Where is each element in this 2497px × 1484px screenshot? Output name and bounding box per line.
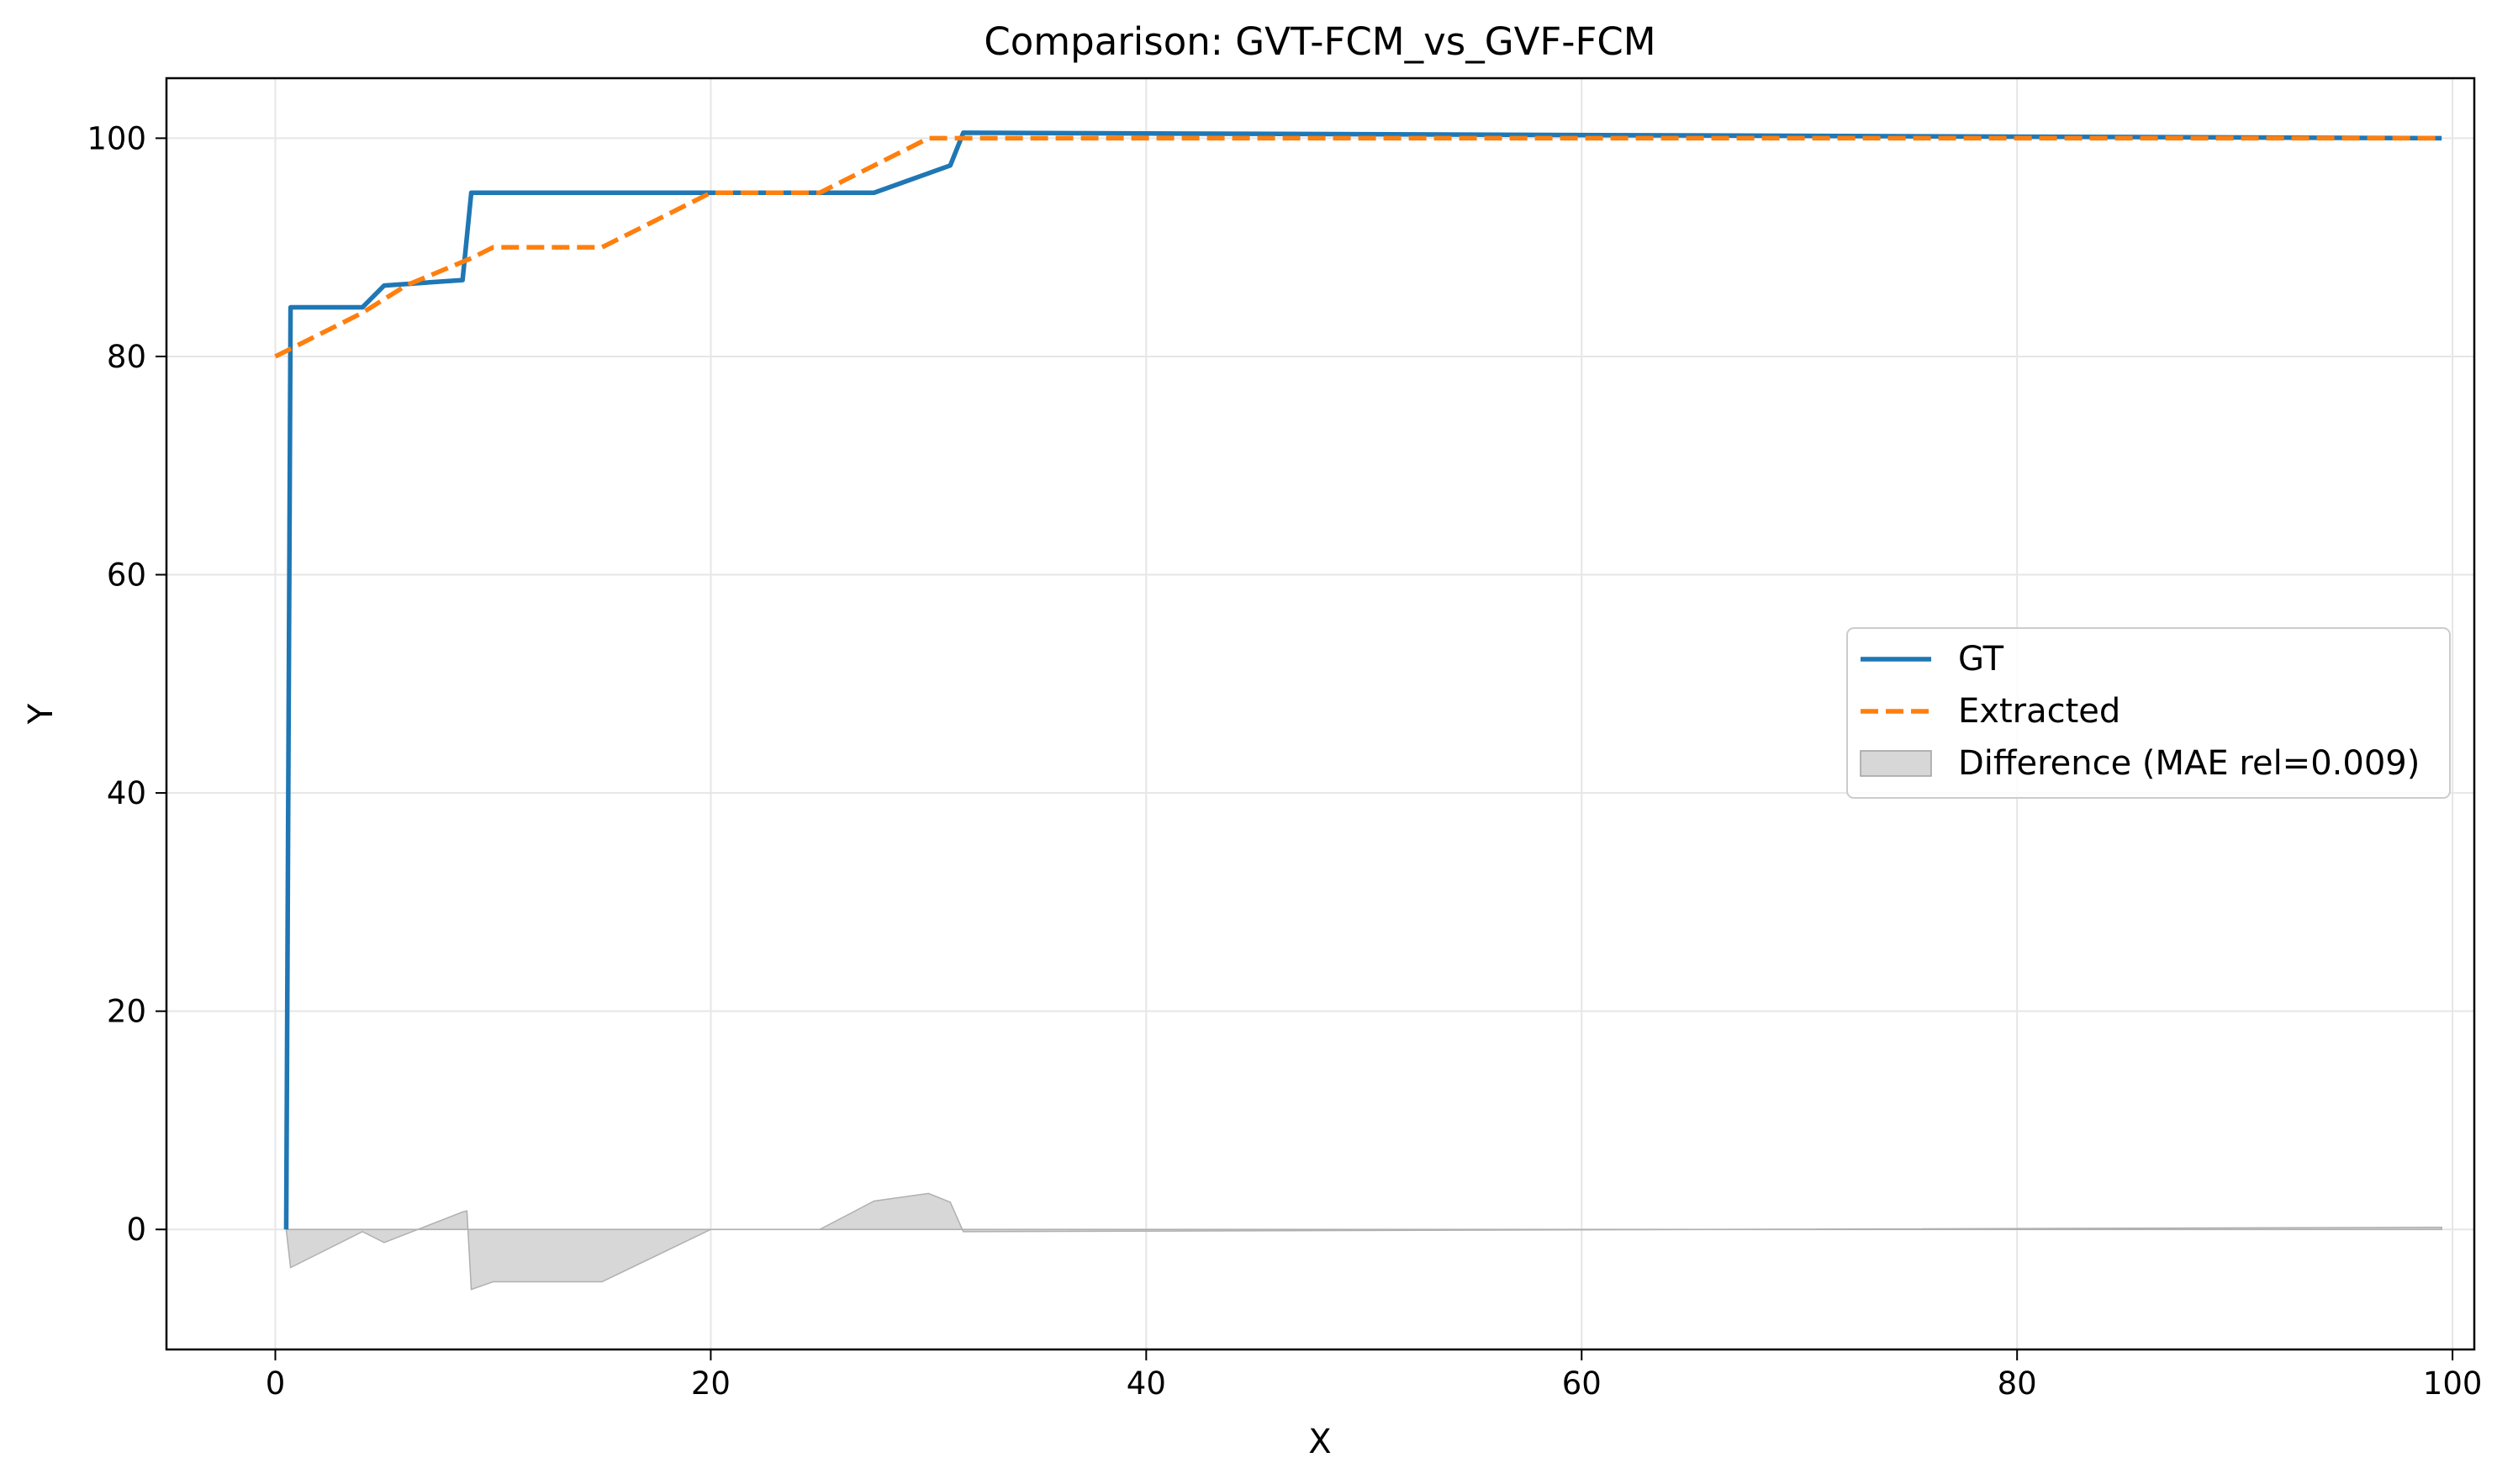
y-tick-label: 20 — [107, 994, 146, 1030]
ticks: 0 20 40 60 80 100 0 20 40 60 80 100 — [87, 120, 2482, 1402]
series-line-extracted — [274, 135, 2442, 359]
y-tick-label: 40 — [107, 775, 146, 811]
x-tick-label: 40 — [1127, 1365, 1166, 1402]
legend: GT Extracted Difference (MAE rel=0.009) — [1846, 627, 2451, 799]
series-line-gt — [283, 130, 2442, 1230]
legend-label-difference: Difference (MAE rel=0.009) — [1958, 744, 2420, 783]
x-tick-label: 100 — [2423, 1365, 2483, 1402]
x-tick-label: 80 — [1998, 1365, 2037, 1402]
x-tick-label: 0 — [266, 1365, 286, 1402]
x-axis-label: X — [1308, 1423, 1331, 1461]
legend-box — [1846, 627, 2451, 799]
legend-label-gt: GT — [1958, 640, 2004, 679]
legend-label-extracted: Extracted — [1958, 692, 2120, 731]
x-tick-label: 60 — [1562, 1365, 1602, 1402]
legend-swatch-difference — [1860, 750, 1932, 777]
y-tick-label: 80 — [107, 339, 146, 375]
plot-frame — [165, 77, 2476, 1351]
y-tick-label: 60 — [107, 557, 146, 594]
y-tick-label: 0 — [126, 1212, 146, 1248]
y-axis-label: Y — [22, 703, 61, 725]
x-tick-label: 20 — [691, 1365, 731, 1402]
y-tick-label: 100 — [87, 120, 146, 156]
chart-title: Comparison: GVT-FCM_vs_GVF-FCM — [984, 19, 1655, 64]
series-layer — [274, 130, 2442, 1291]
difference-area — [285, 1192, 2442, 1291]
